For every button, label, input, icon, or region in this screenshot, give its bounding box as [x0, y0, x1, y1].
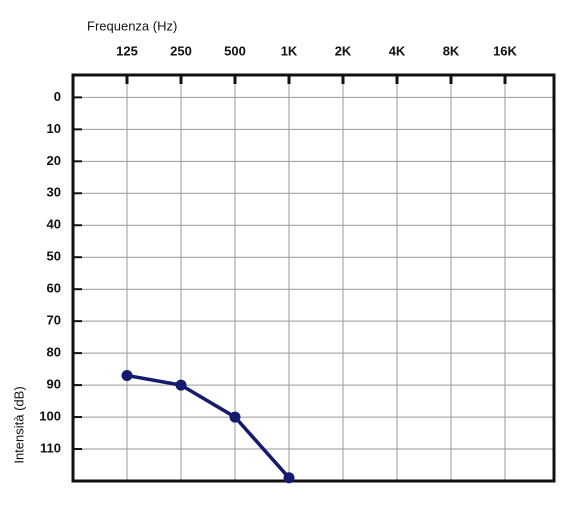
x-tick-label: 2K	[335, 43, 352, 58]
data-point	[175, 379, 187, 391]
y-tick-label: 100	[39, 409, 61, 424]
y-tick-label: 90	[47, 377, 61, 392]
x-tick-label: 4K	[389, 43, 406, 58]
y-tick-label: 110	[40, 440, 61, 455]
y-tick-label: 10	[47, 121, 61, 136]
data-point	[121, 370, 133, 382]
data-point	[229, 411, 241, 423]
x-axis-label: Frequenza (Hz)	[87, 18, 177, 33]
y-tick-label: 80	[47, 345, 61, 360]
x-tick-label: 8K	[443, 43, 460, 58]
y-tick-label: 20	[47, 153, 61, 168]
y-axis-label: Intensità (dB)	[11, 386, 26, 463]
data-point	[283, 472, 295, 484]
data-line	[126, 373, 291, 479]
x-tick-label: 250	[170, 43, 192, 58]
y-tick-label: 0	[54, 89, 61, 104]
y-tick-label: 50	[47, 249, 61, 264]
x-tick-label: 125	[116, 43, 138, 58]
y-tick-label: 60	[47, 281, 61, 296]
plot-frame	[71, 73, 556, 483]
y-tick-label: 70	[47, 313, 61, 328]
y-tick-label: 40	[47, 217, 61, 232]
x-tick-label: 500	[224, 43, 246, 58]
x-tick-label: 16K	[493, 43, 517, 58]
x-tick-label: 1K	[281, 43, 298, 58]
y-tick-label: 30	[47, 185, 61, 200]
